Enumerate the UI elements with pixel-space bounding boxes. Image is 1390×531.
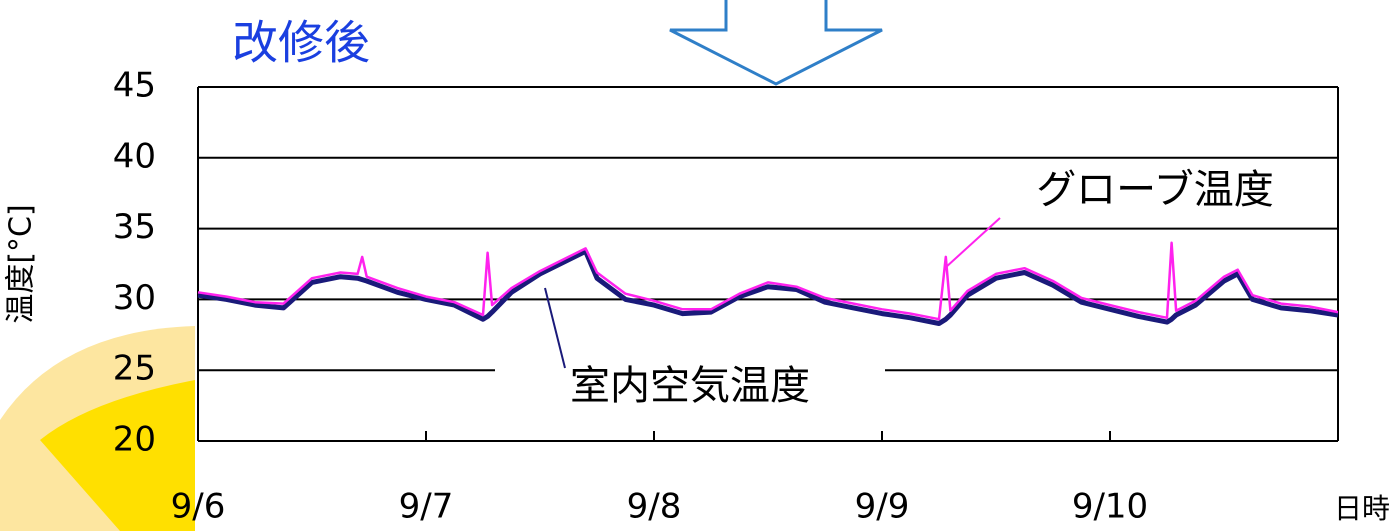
arrow: [669, 0, 883, 86]
y-tick-label: 20: [113, 420, 156, 460]
x-tick-label: 9/8: [627, 487, 682, 527]
y-tick-label: 35: [113, 207, 156, 247]
y-tick-label: 40: [113, 136, 156, 176]
x-tick-label: 9/9: [855, 487, 910, 527]
annotation: グローブ温度: [1036, 167, 1274, 213]
decoration: [40, 380, 195, 531]
leader-line: [944, 217, 1001, 269]
y-axis-label: 温度[°C]: [4, 204, 39, 323]
chart-title: 改修後: [232, 16, 370, 70]
y-tick-label: 30: [113, 278, 156, 318]
x-tick-label: 9/7: [399, 487, 454, 527]
annotation: 室内空気温度: [570, 363, 810, 409]
x-tick-label: 9/6: [171, 487, 226, 527]
x-tick-label: 9/10: [1072, 487, 1148, 527]
annotation-box: [495, 352, 885, 422]
series-line: [197, 248, 1339, 326]
leader-line: [544, 287, 566, 369]
series-line: [197, 241, 1339, 321]
x-axis-label: 日時: [1334, 492, 1390, 525]
plot: 20 25 30 35 40 45 9/6 9/7 9/8 9/9 9/10: [113, 66, 1339, 527]
y-tick-label: 45: [113, 66, 156, 106]
y-tick-label: 25: [113, 349, 156, 389]
